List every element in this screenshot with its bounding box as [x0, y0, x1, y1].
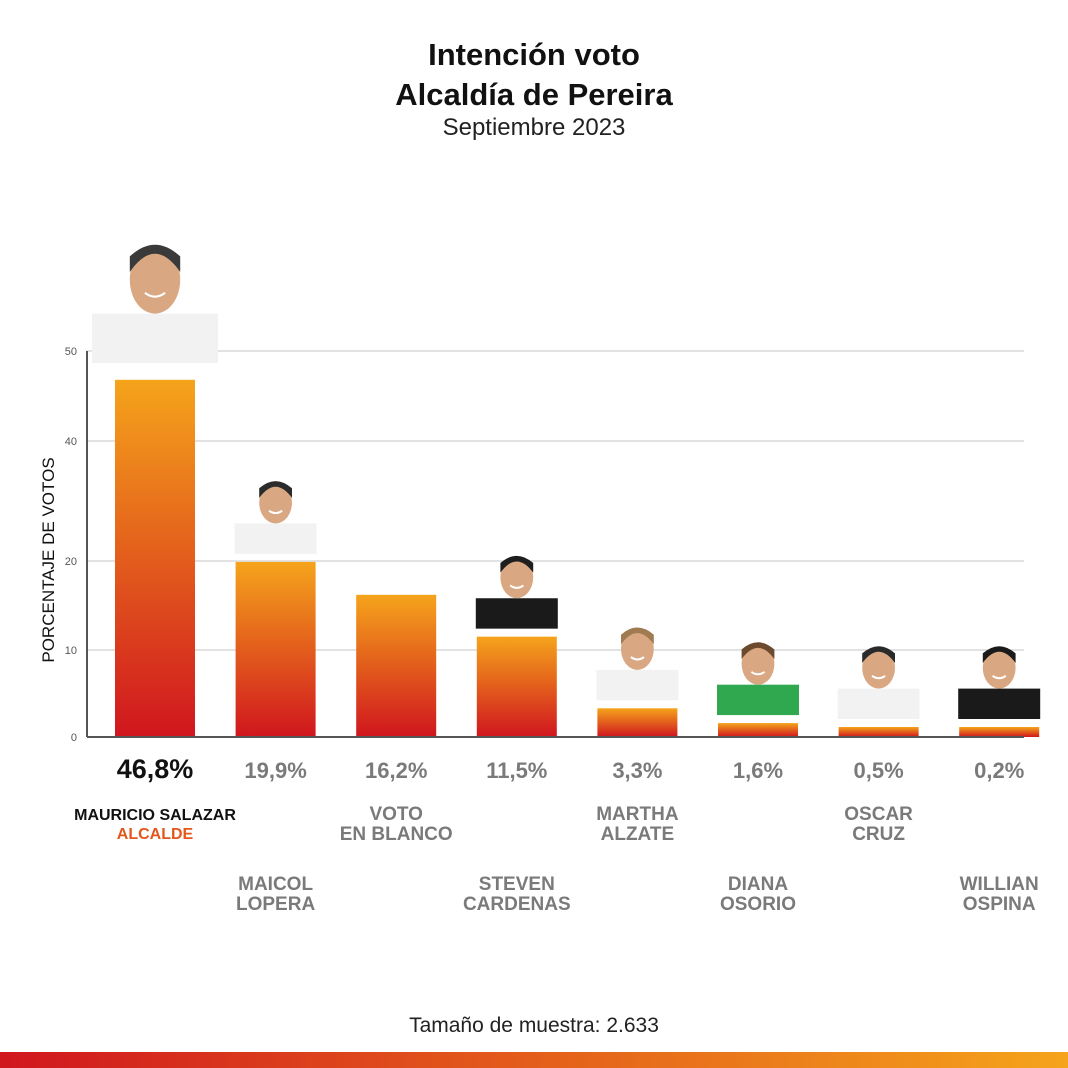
value-label-6: 0,5%: [854, 758, 904, 783]
candidate-photo-5: [717, 642, 799, 716]
bar-2: [356, 594, 437, 737]
name-label-0-line2: ALCALDE: [117, 826, 194, 843]
value-label-7: 0,2%: [974, 758, 1024, 783]
y-tick-label: 10: [65, 645, 77, 657]
sample-size: Tamaño de muestra: 2.633: [409, 1014, 659, 1037]
name-label-2-line2: EN BLANCO: [340, 824, 453, 845]
bar-3: [476, 636, 557, 737]
y-axis-label: PORCENTAJE DE VOTOS: [39, 457, 58, 662]
value-label-5: 1,6%: [733, 758, 783, 783]
name-label-0-line1: MAURICIO SALAZAR: [74, 807, 236, 824]
bar-chart: 0 10 20 40 50 PORCENTAJE DE VOTOS 46,8% 19,9%…: [39, 244, 1041, 915]
value-label-4: 3,3%: [612, 758, 662, 783]
bar-6: [838, 727, 919, 737]
y-tick-label: 50: [65, 346, 77, 358]
name-label-6-line1: OSCAR: [844, 804, 913, 825]
bar-0: [115, 379, 195, 737]
value-labels: 46,8% 19,9% 16,2% 11,5% 3,3% 1,6% 0,5% 0,2%: [117, 754, 1025, 784]
name-label-4-line1: MARTHA: [596, 804, 679, 825]
value-label-0: 46,8%: [117, 754, 194, 784]
value-label-2: 16,2%: [365, 758, 427, 783]
y-tick-label: 20: [65, 556, 77, 568]
name-label-1-line2: LOPERA: [236, 894, 315, 915]
name-label-5-line1: DIANA: [728, 874, 788, 895]
y-tick-label: 40: [65, 436, 77, 448]
bar-1: [235, 561, 316, 737]
name-label-4-line2: ALZATE: [601, 824, 675, 845]
candidate-photo-7: [958, 646, 1041, 719]
y-axis-ticks: 0 10 20 40 50: [65, 346, 77, 744]
chart-subtitle: Septiembre 2023: [442, 114, 626, 141]
name-label-2-line1: VOTO: [369, 804, 423, 825]
name-label-3-line2: CARDENAS: [463, 894, 571, 915]
value-label-1: 19,9%: [244, 758, 306, 783]
bar-4: [597, 708, 678, 737]
name-label-1-line1: MAICOL: [238, 874, 313, 895]
chart-title-line1: Intención voto: [428, 37, 640, 72]
bar-7: [959, 727, 1040, 737]
name-label-3-line1: STEVEN: [479, 874, 555, 895]
value-label-3: 11,5%: [486, 758, 547, 783]
candidate-photo-0: [92, 244, 218, 363]
name-label-7-line1: WILLIAN: [960, 874, 1039, 895]
candidate-photo-4: [596, 627, 679, 701]
candidate-photo-1: [234, 481, 317, 554]
candidate-photo-6: [837, 646, 920, 719]
candidate-photo-3: [475, 555, 558, 629]
candidate-photos: [92, 244, 1041, 719]
name-label-5-line2: OSORIO: [720, 894, 796, 915]
bars: [115, 379, 1040, 737]
bar-5: [718, 723, 798, 737]
y-tick-label: 0: [71, 732, 77, 744]
name-label-6-line2: CRUZ: [852, 824, 905, 845]
brand-gradient-bar: [0, 1052, 1068, 1068]
chart-title-line2: Alcaldía de Pereira: [395, 77, 673, 112]
name-label-7-line2: OSPINA: [963, 894, 1036, 915]
